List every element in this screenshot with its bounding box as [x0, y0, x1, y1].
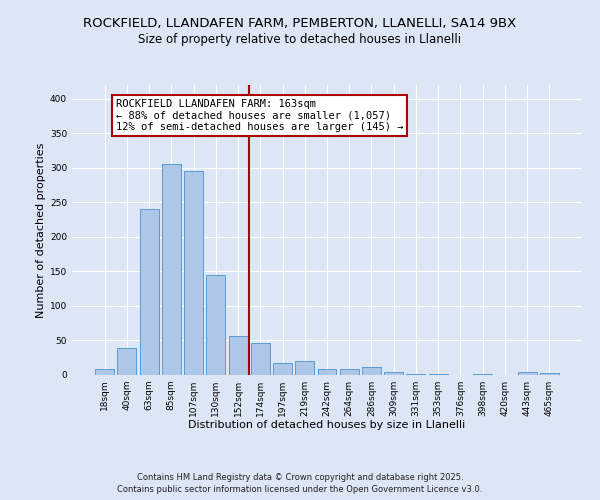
Bar [140, 208, 158, 375]
Bar [384, 372, 403, 375]
Bar [273, 362, 292, 375]
X-axis label: Distribution of detached houses by size in Llanelli: Distribution of detached houses by size … [188, 420, 466, 430]
Bar [162, 164, 181, 375]
Y-axis label: Number of detached properties: Number of detached properties [36, 142, 46, 318]
Text: ROCKFIELD LLANDAFEN FARM: 163sqm
← 88% of detached houses are smaller (1,057)
12: ROCKFIELD LLANDAFEN FARM: 163sqm ← 88% o… [116, 99, 403, 132]
Bar [429, 374, 448, 375]
Bar [251, 342, 270, 375]
Bar [229, 336, 248, 375]
Text: Contains public sector information licensed under the Open Government Licence v3: Contains public sector information licen… [118, 485, 482, 494]
Bar [118, 348, 136, 375]
Bar [518, 372, 536, 375]
Text: Size of property relative to detached houses in Llanelli: Size of property relative to detached ho… [139, 32, 461, 46]
Bar [473, 374, 492, 375]
Bar [184, 172, 203, 375]
Bar [406, 374, 425, 375]
Bar [95, 370, 114, 375]
Bar [340, 370, 359, 375]
Bar [206, 275, 225, 375]
Bar [295, 361, 314, 375]
Bar [317, 369, 337, 375]
Text: Contains HM Land Registry data © Crown copyright and database right 2025.: Contains HM Land Registry data © Crown c… [137, 472, 463, 482]
Bar [362, 366, 381, 375]
Bar [540, 373, 559, 375]
Text: ROCKFIELD, LLANDAFEN FARM, PEMBERTON, LLANELLI, SA14 9BX: ROCKFIELD, LLANDAFEN FARM, PEMBERTON, LL… [83, 18, 517, 30]
